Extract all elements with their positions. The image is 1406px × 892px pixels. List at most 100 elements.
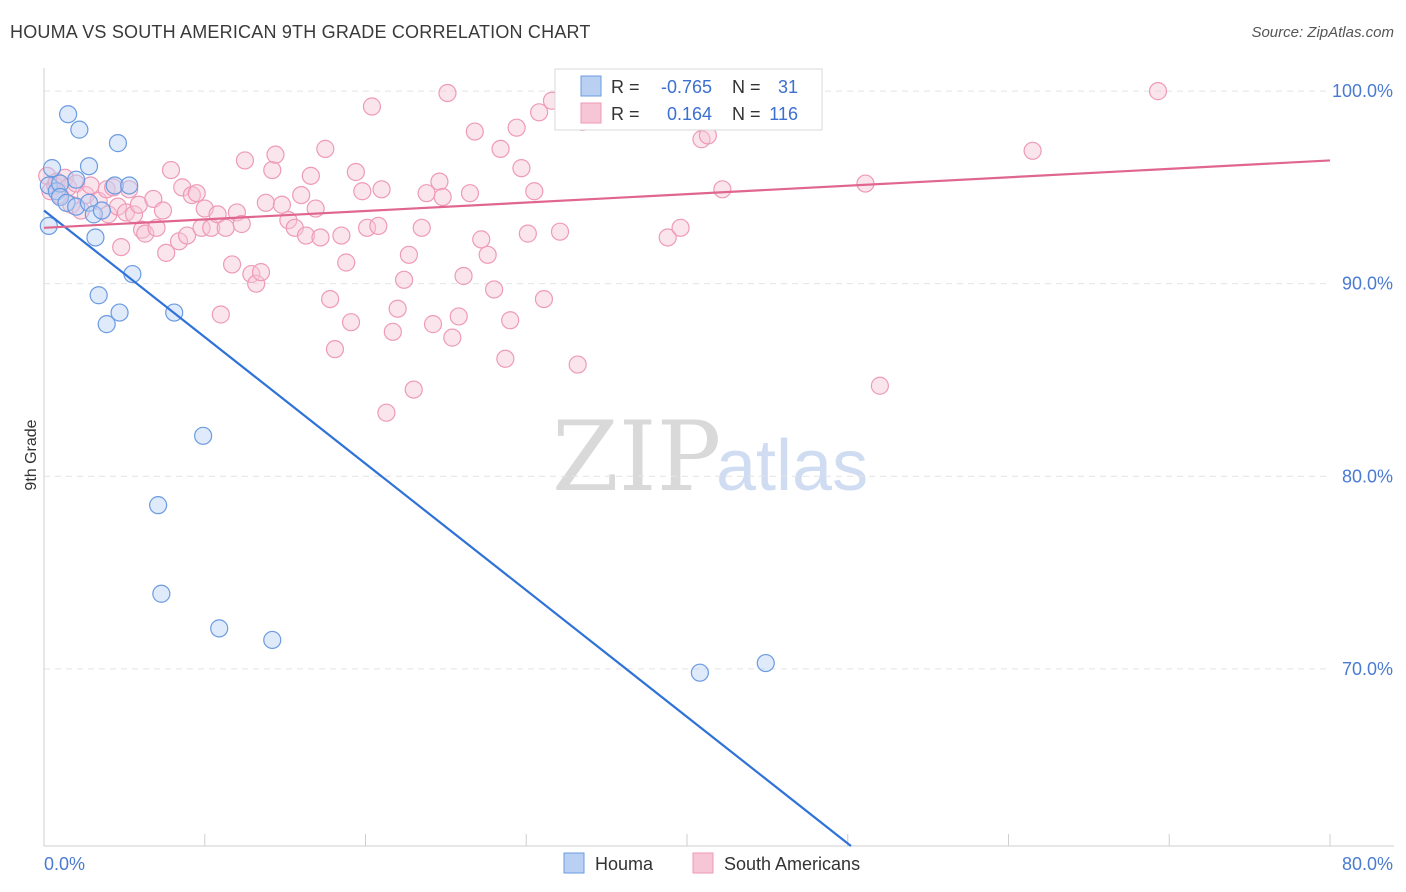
point-houma bbox=[105, 176, 124, 195]
point-south-americans bbox=[301, 166, 320, 185]
point-houma bbox=[89, 286, 108, 305]
point-south-americans bbox=[120, 180, 139, 199]
point-south-americans bbox=[713, 180, 732, 199]
point-south-americans bbox=[423, 315, 443, 334]
point-south-americans bbox=[404, 380, 423, 399]
trend-lines bbox=[43, 159, 1331, 847]
stats-box: R = -0.765 N = 31 R = 0.164 N = 116 bbox=[554, 68, 823, 131]
point-south-americans bbox=[658, 228, 677, 247]
point-south-americans bbox=[530, 103, 549, 122]
point-south-americans bbox=[1023, 141, 1042, 160]
point-south-americans bbox=[534, 289, 554, 309]
point-south-americans bbox=[671, 218, 690, 237]
x-tick-label-max: 80.0% bbox=[1342, 854, 1393, 874]
point-houma bbox=[194, 426, 213, 445]
y-tick-label: 100.0% bbox=[1332, 81, 1393, 101]
point-south-americans bbox=[394, 270, 414, 289]
point-south-americans bbox=[412, 218, 431, 237]
point-south-americans bbox=[433, 187, 452, 207]
point-south-americans bbox=[507, 118, 526, 137]
stats-sa-r-label: R = bbox=[611, 104, 640, 124]
point-south-americans bbox=[472, 230, 491, 249]
point-south-americans bbox=[216, 218, 235, 237]
point-houma bbox=[756, 653, 775, 673]
point-south-americans bbox=[136, 224, 155, 243]
point-houma bbox=[70, 120, 89, 139]
x-tick-label-min: 0.0% bbox=[44, 854, 85, 874]
point-south-americans bbox=[296, 226, 316, 245]
point-south-americans bbox=[346, 162, 365, 182]
point-houma bbox=[86, 228, 105, 247]
point-south-americans bbox=[222, 255, 242, 274]
stats-houma-r-value: -0.765 bbox=[661, 77, 712, 97]
point-south-americans bbox=[157, 243, 176, 262]
stats-swatch-south-americans bbox=[580, 102, 602, 124]
source-label: Source: ZipAtlas.com bbox=[1251, 24, 1394, 41]
point-south-americans bbox=[187, 184, 206, 203]
stats-sa-n-value: 116 bbox=[769, 104, 798, 124]
point-south-americans bbox=[525, 182, 544, 201]
point-south-americans bbox=[870, 376, 890, 395]
point-south-americans bbox=[325, 340, 345, 359]
point-south-americans bbox=[112, 237, 131, 257]
point-south-americans bbox=[501, 311, 520, 330]
point-houma bbox=[97, 315, 116, 334]
point-south-americans bbox=[311, 228, 330, 247]
point-south-americans bbox=[512, 159, 531, 178]
point-south-americans bbox=[263, 160, 282, 180]
y-axis-tick-labels: 100.0% 90.0% 80.0% 70.0% bbox=[1332, 81, 1393, 679]
point-south-americans bbox=[358, 218, 377, 237]
watermark-atlas: atlas bbox=[716, 426, 868, 506]
point-houma bbox=[690, 663, 709, 682]
point-south-americans bbox=[147, 218, 166, 237]
point-houma bbox=[67, 170, 86, 189]
point-south-americans bbox=[369, 216, 388, 236]
point-houma bbox=[108, 134, 128, 153]
watermark: ZIP atlas bbox=[552, 401, 868, 513]
legend-label-south-americans: South Americans bbox=[724, 854, 860, 874]
stats-swatch-houma bbox=[580, 75, 602, 97]
point-south-americans bbox=[478, 245, 497, 264]
point-houma bbox=[149, 496, 168, 515]
point-south-americans bbox=[454, 266, 473, 286]
point-houma bbox=[57, 193, 76, 212]
point-south-americans bbox=[55, 168, 74, 187]
point-south-americans bbox=[362, 97, 382, 116]
point-south-americans bbox=[388, 299, 407, 318]
point-south-americans bbox=[377, 403, 396, 422]
stats-houma-r-label: R = bbox=[611, 77, 640, 97]
point-south-americans bbox=[399, 245, 419, 264]
point-south-americans bbox=[292, 185, 311, 205]
point-south-americans bbox=[430, 172, 449, 191]
point-south-americans bbox=[353, 182, 372, 201]
point-south-americans bbox=[337, 253, 356, 272]
stats-houma-n-value: 31 bbox=[778, 77, 798, 97]
point-south-americans bbox=[568, 355, 587, 374]
point-south-americans bbox=[177, 226, 197, 245]
gridlines bbox=[44, 90, 1330, 670]
point-south-americans bbox=[161, 160, 181, 180]
legend-label-houma: Houma bbox=[595, 854, 654, 874]
point-south-americans bbox=[332, 226, 351, 245]
point-south-americans bbox=[251, 263, 271, 282]
y-tick-label: 80.0% bbox=[1342, 466, 1393, 486]
legend-swatch-south-americans bbox=[692, 852, 714, 874]
point-south-americans bbox=[211, 305, 230, 324]
stats-sa-n-label: N = bbox=[732, 104, 761, 124]
point-houma bbox=[92, 201, 111, 220]
point-south-americans bbox=[256, 193, 275, 212]
legend: Houma South Americans bbox=[563, 852, 860, 874]
point-south-americans bbox=[341, 313, 361, 332]
point-south-americans bbox=[485, 280, 504, 299]
point-south-americans bbox=[465, 122, 484, 141]
point-south-americans bbox=[518, 224, 537, 243]
point-south-americans bbox=[153, 201, 173, 220]
point-south-americans bbox=[316, 139, 335, 158]
point-south-americans bbox=[550, 222, 570, 241]
trend-line-houma bbox=[43, 209, 852, 847]
point-south-americans bbox=[443, 328, 462, 347]
point-south-americans bbox=[235, 151, 255, 170]
watermark-zip: ZIP bbox=[552, 401, 721, 513]
point-south-americans bbox=[496, 349, 515, 368]
point-houma bbox=[120, 176, 139, 195]
